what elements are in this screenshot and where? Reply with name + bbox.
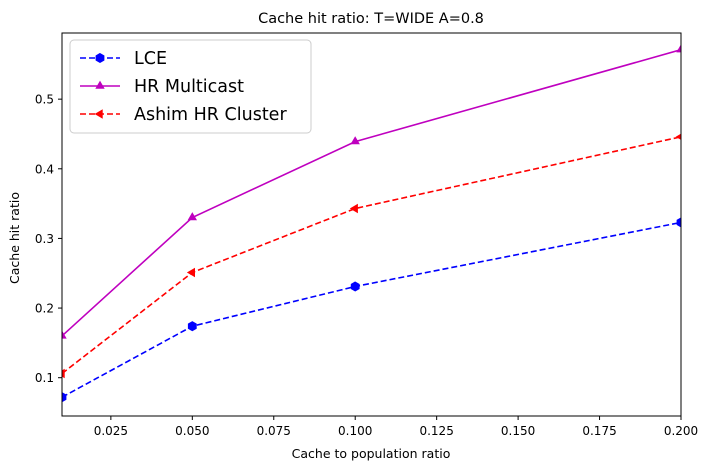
series-point-1 [676, 217, 681, 228]
legend-swatch-marker [95, 52, 105, 64]
series-line-1 [62, 221, 681, 398]
series-line-2 [62, 48, 681, 337]
x-tick-label: 0.050 [175, 424, 209, 438]
plot-area: 0.025 0.050 0.075 0.100 0.125 0.150 0.175 0.200… [35, 32, 698, 438]
legend-box [69, 39, 312, 134]
y-tick-label: 0.4 [35, 162, 54, 176]
legend-label: Ashim HR Cluster [134, 105, 287, 125]
x-tick-label: 0.075 [257, 424, 291, 438]
series-point-2 [187, 212, 197, 221]
series-point-1 [187, 321, 197, 332]
y-tick-label: 0.2 [35, 302, 54, 316]
series-point-2 [676, 44, 681, 53]
legend-label: HR Multicast [134, 77, 244, 97]
series-point-2 [62, 330, 67, 339]
legend-swatch-marker [95, 80, 105, 89]
series-point-3 [349, 203, 358, 214]
x-tick-label: 0.175 [582, 424, 616, 438]
series-point-1 [62, 392, 67, 403]
x-tick-label: 0.150 [501, 424, 535, 438]
series-point-2 [350, 136, 360, 145]
x-tick-label: 0.125 [419, 424, 453, 438]
chart-title: Cache hit ratio: T=WIDE A=0.8 [258, 11, 484, 27]
legend-swatch-marker [94, 109, 103, 119]
data-layer [62, 44, 681, 403]
legend-label: LCE [134, 49, 167, 69]
x-axis-label: Cache to population ratio [292, 446, 451, 461]
series-point-3 [186, 267, 196, 278]
y-tick-label: 0.1 [35, 371, 54, 385]
legend: LCE HR Multicast Ashim HR Cluster [69, 39, 312, 134]
series-line-3 [62, 136, 681, 375]
y-tick-label: 0.5 [35, 93, 54, 107]
y-tick-label: 0.3 [35, 232, 54, 246]
y-axis-label: Cache hit ratio [7, 192, 22, 284]
series-point-3 [62, 368, 65, 379]
series-point-3 [675, 133, 681, 140]
x-tick-label: 0.200 [664, 424, 698, 438]
x-tick-label: 0.100 [338, 424, 372, 438]
x-tick-label: 0.025 [94, 424, 128, 438]
axes-frame [61, 32, 682, 417]
series-point-1 [350, 281, 360, 292]
